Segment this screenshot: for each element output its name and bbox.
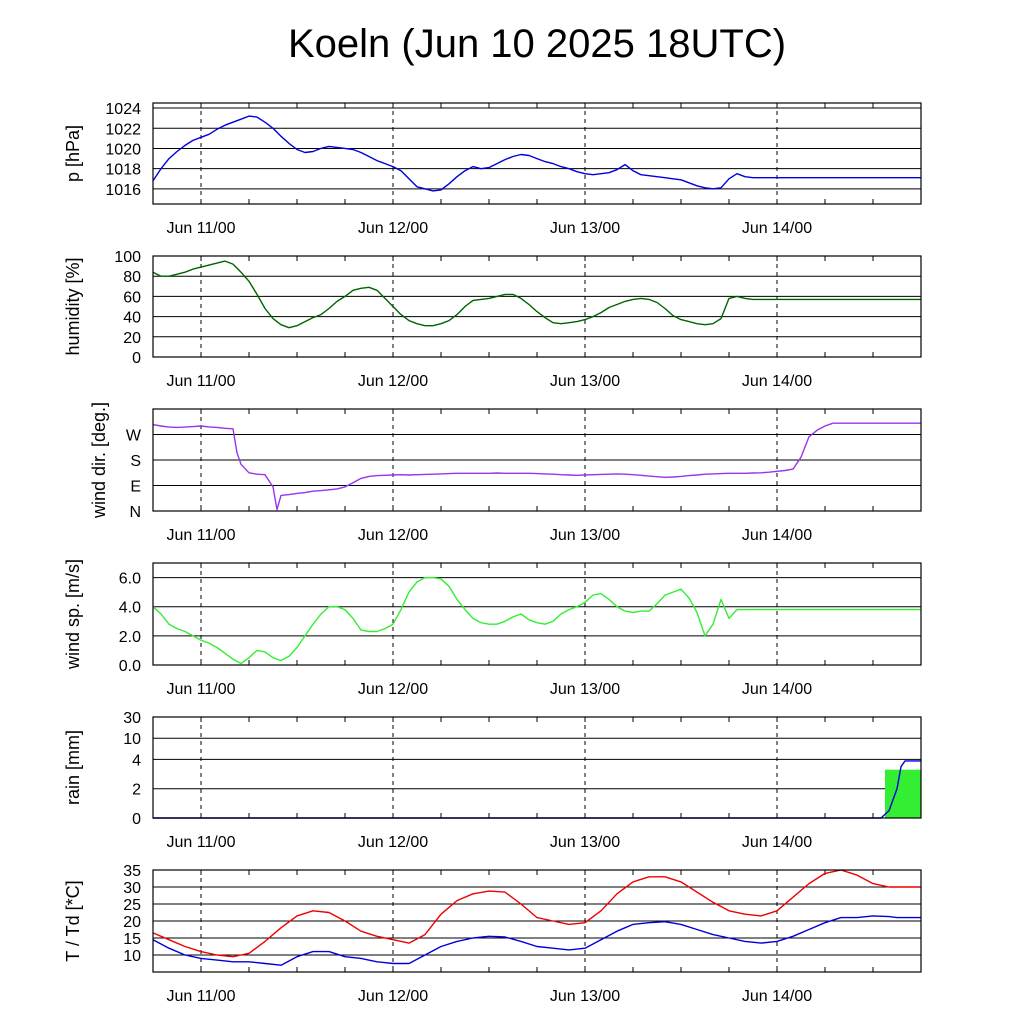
y-tick-label: S (130, 453, 141, 470)
panel-frame (152, 102, 922, 205)
panel-frame (152, 562, 922, 666)
panel-frame (152, 408, 922, 512)
panel-frame (152, 255, 922, 358)
series-line (152, 915, 921, 966)
y-tick-label: 0 (132, 811, 141, 828)
x-tick-label: Jun 13/00 (550, 373, 620, 390)
x-tick-label: Jun 14/00 (742, 527, 812, 544)
y-tick-label: W (126, 428, 142, 445)
x-tick-label: Jun 13/00 (550, 988, 620, 1005)
y-tick-label: 0.0 (119, 658, 141, 675)
y-axis-label: T / Td [*C] (63, 880, 83, 961)
y-tick-label: 4.0 (119, 600, 141, 617)
x-tick-label: Jun 12/00 (358, 681, 428, 698)
y-tick-label: 20 (123, 330, 141, 347)
series-line (152, 422, 921, 511)
x-tick-label: Jun 13/00 (550, 681, 620, 698)
rain-bar (897, 769, 921, 818)
y-axis-label: p [hPa] (63, 125, 83, 182)
x-tick-label: Jun 11/00 (166, 373, 235, 390)
series-line (152, 576, 921, 665)
x-tick-label: Jun 13/00 (550, 527, 620, 544)
chart-title: Koeln (Jun 10 2025 18UTC) (287, 22, 787, 66)
y-tick-label: 40 (123, 310, 141, 327)
x-tick-label: Jun 12/00 (358, 220, 428, 237)
y-tick-label: 4 (132, 752, 141, 769)
x-tick-label: Jun 12/00 (358, 373, 428, 390)
y-tick-label: 30 (123, 710, 141, 727)
y-tick-label: 25 (123, 897, 141, 914)
y-tick-label: 20 (123, 914, 141, 931)
x-tick-label: Jun 11/00 (166, 220, 235, 237)
series-line (152, 869, 921, 958)
series-line (152, 115, 921, 192)
y-tick-label: 0 (132, 350, 141, 367)
y-tick-label: 6.0 (119, 571, 141, 588)
y-axis-label: wind dir. [deg.] (89, 402, 109, 519)
y-tick-label: 1016 (105, 182, 141, 199)
y-tick-label: 60 (123, 289, 141, 306)
y-tick-label: 35 (123, 863, 141, 880)
x-tick-label: Jun 13/00 (550, 834, 620, 851)
y-tick-label: E (130, 479, 141, 496)
y-tick-label: 1018 (105, 162, 141, 179)
x-tick-label: Jun 14/00 (742, 988, 812, 1005)
y-axis-label: humidity [%] (63, 257, 83, 355)
y-tick-label: 100 (114, 249, 141, 266)
y-axis-label: rain [mm] (63, 730, 83, 805)
x-tick-label: Jun 13/00 (550, 220, 620, 237)
y-tick-label: 1024 (105, 101, 141, 118)
y-tick-label: 15 (123, 931, 141, 948)
x-tick-label: Jun 14/00 (742, 373, 812, 390)
series-line (152, 260, 921, 329)
x-tick-label: Jun 14/00 (742, 681, 812, 698)
x-tick-label: Jun 11/00 (166, 527, 235, 544)
x-tick-label: Jun 11/00 (166, 681, 235, 698)
y-tick-label: 2 (132, 782, 141, 799)
x-tick-label: Jun 12/00 (358, 988, 428, 1005)
y-tick-label: 2.0 (119, 629, 141, 646)
x-tick-label: Jun 11/00 (166, 988, 235, 1005)
y-tick-label: N (129, 504, 141, 521)
y-tick-label: 10 (123, 731, 141, 748)
y-tick-label: 1022 (105, 121, 141, 138)
x-tick-label: Jun 12/00 (358, 834, 428, 851)
series-line (153, 760, 921, 819)
y-axis-label: wind sp. [m/s] (63, 559, 83, 670)
y-tick-label: 10 (123, 948, 141, 965)
x-tick-label: Jun 14/00 (742, 220, 812, 237)
x-tick-label: Jun 11/00 (166, 834, 235, 851)
panel-frame (152, 869, 922, 973)
x-tick-label: Jun 12/00 (358, 527, 428, 544)
x-tick-label: Jun 14/00 (742, 834, 812, 851)
y-tick-label: 80 (123, 269, 141, 286)
panel-frame (152, 716, 922, 819)
y-tick-label: 30 (123, 880, 141, 897)
rain-bar (885, 769, 897, 818)
y-tick-label: 1020 (105, 141, 141, 158)
